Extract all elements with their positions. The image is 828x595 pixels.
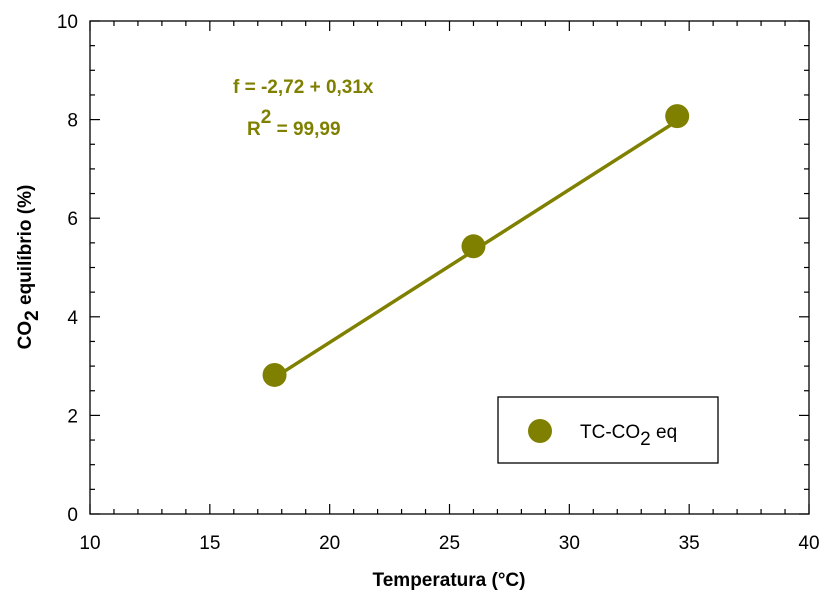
y-axis-title-main: CO bbox=[15, 321, 36, 350]
x-axis-title: Temperatura (°C) bbox=[373, 570, 526, 591]
x-tick-label: 30 bbox=[559, 533, 580, 554]
axis-ticks bbox=[89, 20, 810, 515]
data-points bbox=[262, 104, 690, 387]
legend-label-main: TC-CO bbox=[580, 422, 640, 443]
data-point bbox=[262, 362, 287, 387]
x-tick-label: 40 bbox=[798, 533, 819, 554]
y-axis-title-sub: 2 bbox=[22, 310, 43, 321]
x-tick-label: 25 bbox=[439, 533, 460, 554]
legend-label-rest: eq bbox=[651, 422, 677, 443]
y-tick-label: 8 bbox=[67, 111, 78, 132]
legend-label-sub: 2 bbox=[640, 429, 651, 450]
legend-label: TC-CO2 eq bbox=[580, 422, 677, 450]
fit-r-squared: R2 = 99,99 bbox=[247, 107, 341, 140]
x-tick-labels: 10 15 20 25 30 35 40 bbox=[79, 533, 819, 554]
legend: TC-CO2 eq bbox=[497, 396, 719, 464]
x-tick-label: 35 bbox=[679, 533, 700, 554]
x-tick-label: 20 bbox=[319, 533, 340, 554]
data-point bbox=[461, 234, 486, 259]
y-tick-label: 4 bbox=[67, 308, 78, 329]
y-tick-label: 2 bbox=[67, 406, 78, 427]
y-tick-label: 0 bbox=[67, 505, 78, 526]
y-tick-labels: 0 2 4 6 8 10 bbox=[57, 12, 79, 526]
y-axis-title-rest: equilíbrio (%) bbox=[15, 185, 36, 311]
y-tick-label: 6 bbox=[67, 209, 78, 230]
legend-marker bbox=[528, 419, 552, 443]
y-axis-title: CO2 equilíbrio (%) bbox=[15, 185, 43, 350]
x-tick-label: 15 bbox=[199, 533, 220, 554]
r2-exponent: 2 bbox=[261, 107, 272, 128]
r2-prefix: R bbox=[247, 119, 261, 140]
fit-equation: f = -2,72 + 0,31x bbox=[233, 77, 374, 98]
y-tick-label: 10 bbox=[57, 12, 78, 33]
data-point bbox=[665, 104, 690, 129]
r2-value: = 99,99 bbox=[271, 119, 340, 140]
x-tick-label: 10 bbox=[79, 533, 100, 554]
